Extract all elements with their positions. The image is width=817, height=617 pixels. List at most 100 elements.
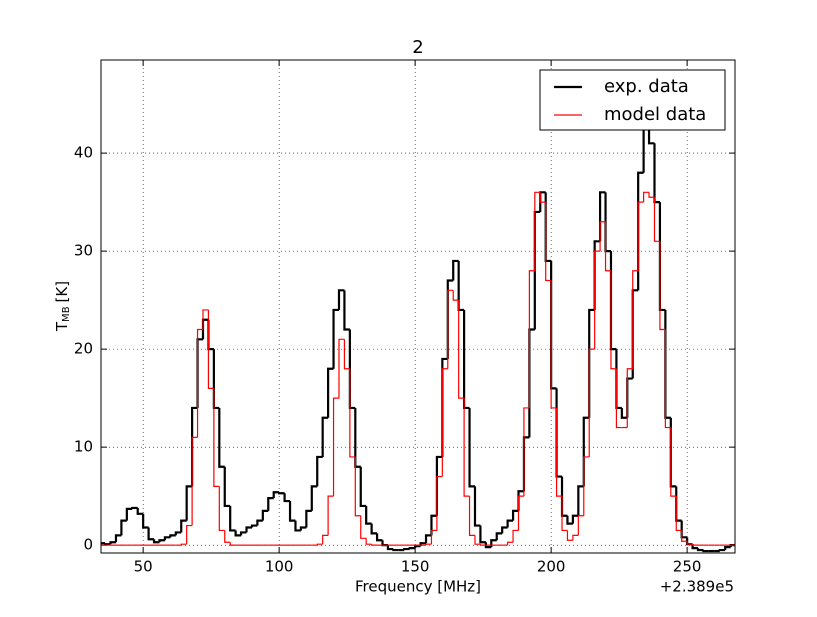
step-segment bbox=[506, 519, 514, 528]
step-segment bbox=[555, 407, 563, 497]
step-segment bbox=[414, 545, 421, 549]
y-label-unit: [K] bbox=[53, 281, 71, 303]
legend-label: model data bbox=[604, 104, 706, 125]
step-segment bbox=[261, 509, 269, 521]
step-segment bbox=[441, 368, 448, 477]
x-axis-label: Frequency [MHz] bbox=[355, 578, 481, 596]
step-segment bbox=[604, 221, 611, 272]
step-segment bbox=[566, 530, 573, 541]
x-tick-label: 100 bbox=[265, 558, 294, 576]
plot-frame bbox=[100, 59, 736, 554]
step-segment bbox=[447, 289, 454, 369]
step-segment bbox=[517, 495, 524, 531]
step-segment bbox=[643, 191, 650, 203]
step-segment bbox=[501, 526, 508, 534]
step-segment bbox=[561, 496, 568, 532]
step-segment bbox=[229, 542, 236, 546]
step-segment bbox=[370, 523, 378, 535]
step-segment bbox=[267, 497, 274, 511]
step-segment bbox=[375, 533, 383, 542]
y-axis-label: TMB [K] bbox=[53, 281, 73, 332]
step-segment bbox=[305, 509, 312, 528]
step-segment bbox=[594, 250, 601, 350]
x-tick-label: 250 bbox=[673, 558, 702, 576]
step-segment bbox=[147, 527, 155, 541]
step-segment bbox=[664, 329, 671, 429]
step-segment bbox=[114, 534, 122, 543]
step-segment bbox=[371, 544, 378, 546]
y-tick-label: 0 bbox=[83, 536, 93, 554]
step-segment bbox=[452, 259, 459, 281]
step-segment bbox=[403, 547, 410, 551]
step-segment bbox=[103, 543, 111, 546]
step-segment bbox=[174, 531, 182, 536]
step-segment bbox=[349, 368, 356, 458]
step-segment bbox=[196, 328, 203, 438]
step-segment bbox=[337, 289, 345, 310]
step-segment bbox=[229, 505, 236, 532]
legend-label: exp. data bbox=[604, 76, 689, 97]
step-segment bbox=[479, 525, 486, 544]
step-segment bbox=[424, 534, 432, 544]
step-segment bbox=[452, 290, 459, 301]
step-segment bbox=[436, 475, 443, 531]
step-segment bbox=[191, 436, 198, 526]
y-tick-label: 20 bbox=[74, 340, 93, 358]
step-segment bbox=[131, 506, 138, 510]
step-segment bbox=[512, 529, 519, 543]
step-segment bbox=[120, 519, 127, 536]
step-segment bbox=[360, 515, 367, 539]
y-label-main: T bbox=[53, 321, 71, 332]
step-segment bbox=[180, 519, 187, 533]
step-segment bbox=[169, 534, 176, 538]
step-segment bbox=[583, 456, 590, 516]
y-label-sub: MB bbox=[61, 306, 72, 322]
step-segment bbox=[479, 544, 486, 546]
step-segment bbox=[392, 548, 399, 552]
step-segment bbox=[681, 530, 688, 542]
step-segment bbox=[213, 388, 220, 487]
step-segment bbox=[163, 536, 171, 541]
step-segment bbox=[152, 539, 160, 544]
step-segment bbox=[250, 524, 258, 528]
step-segment bbox=[463, 398, 470, 497]
step-segment bbox=[316, 455, 323, 487]
step-segment bbox=[343, 339, 350, 370]
x-tick-label: 150 bbox=[401, 558, 430, 576]
step-segment bbox=[322, 534, 329, 545]
step-segment bbox=[718, 548, 726, 552]
step-segment bbox=[425, 543, 432, 546]
step-segment bbox=[539, 192, 546, 203]
step-segment bbox=[338, 338, 345, 399]
step-segment bbox=[599, 221, 606, 252]
step-segment bbox=[468, 496, 475, 536]
step-segment bbox=[386, 545, 394, 551]
chart-title: 2 bbox=[412, 37, 423, 58]
step-segment bbox=[507, 541, 514, 546]
step-segment bbox=[430, 529, 437, 545]
step-segment bbox=[648, 192, 655, 198]
step-segment bbox=[332, 397, 339, 497]
step-segment bbox=[637, 201, 644, 271]
step-segment bbox=[686, 541, 693, 545]
step-segment bbox=[566, 515, 573, 525]
step-segment bbox=[310, 485, 318, 511]
x-offset-label: +2.389e5 bbox=[660, 578, 734, 596]
step-segment bbox=[256, 519, 263, 526]
step-segment bbox=[571, 514, 579, 524]
step-segment bbox=[468, 407, 475, 488]
step-segment bbox=[659, 241, 666, 331]
y-tick-label: 40 bbox=[74, 144, 93, 162]
step-segment bbox=[577, 515, 584, 536]
step-segment bbox=[299, 526, 307, 531]
step-segment bbox=[534, 191, 541, 271]
step-segment bbox=[125, 507, 133, 521]
step-segment bbox=[185, 485, 193, 521]
step-segment bbox=[702, 549, 709, 553]
step-segment bbox=[365, 505, 372, 525]
x-tick-label: 200 bbox=[537, 558, 566, 576]
step-segment bbox=[321, 416, 329, 457]
step-segment bbox=[691, 544, 699, 546]
step-segment bbox=[430, 514, 437, 536]
